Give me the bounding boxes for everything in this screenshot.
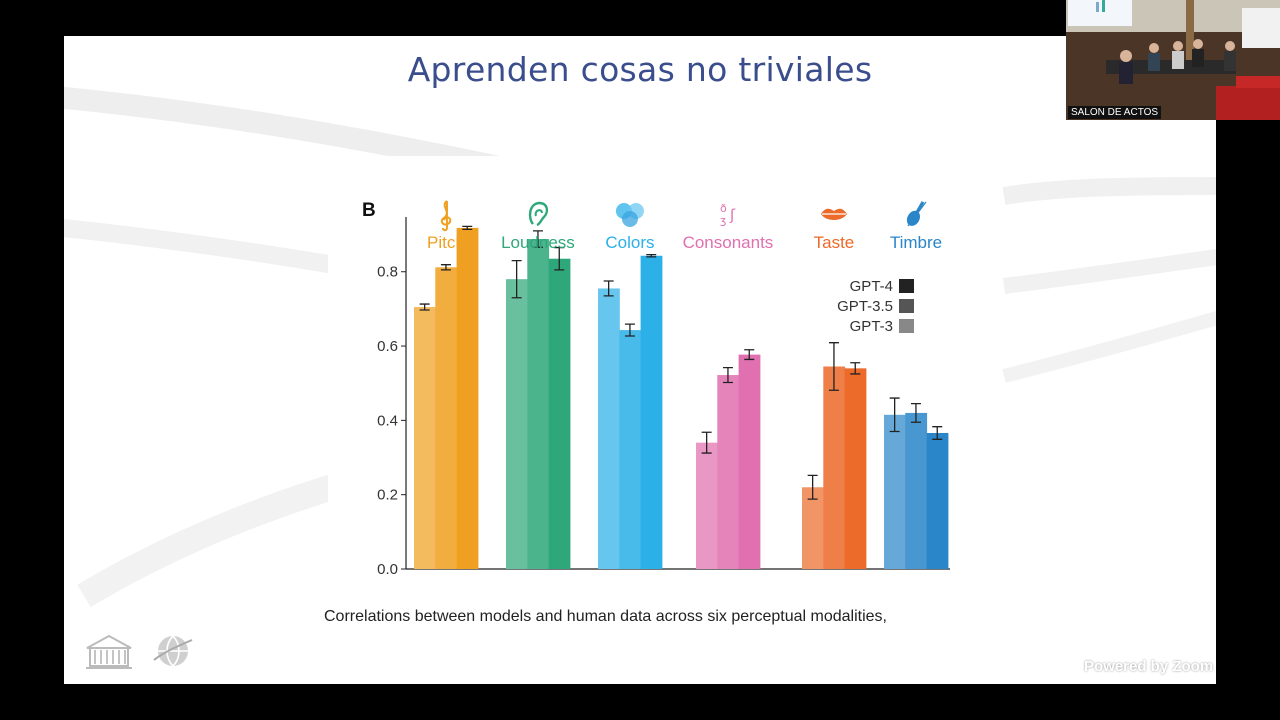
svg-text:ð: ð (720, 202, 727, 215)
violin-icon (906, 201, 927, 227)
error-bar (462, 225, 473, 231)
university-building-logo (86, 634, 132, 669)
bar-pitch-gpt-4 (456, 227, 479, 569)
bar-loudness-gpt-4 (548, 258, 571, 569)
error-bar (828, 342, 839, 391)
bar-loudness-gpt-35 (527, 239, 550, 569)
bar-pitch-gpt-35 (435, 267, 458, 569)
error-bar (910, 402, 921, 423)
error-bar (419, 303, 430, 311)
legend-entry-gpt-4: GPT-4 (850, 278, 893, 295)
y-tick-label: 0.6 (377, 338, 398, 355)
error-bar (850, 362, 861, 375)
ear-icon (528, 201, 549, 227)
error-bar (440, 264, 451, 271)
bar-colors-gpt-4 (640, 255, 663, 569)
error-bar (603, 280, 614, 297)
category-label-loudness: Loudness (501, 233, 575, 252)
lips-icon (820, 208, 847, 220)
category-label-colors: Colors (605, 233, 654, 252)
slide-title: Aprenden cosas no triviales (407, 50, 873, 89)
bar-timbre-gpt-3 (884, 414, 906, 569)
error-bar (889, 397, 900, 433)
bar-timbre-gpt-35 (905, 412, 928, 569)
bar-colors-gpt-35 (619, 330, 642, 569)
perceptual-correlation-chart: 0.0 0.2 0.4 0.6 0.8 B Pitch Loudness Colors Conso… (328, 156, 998, 636)
bar-consonants-gpt-4 (738, 354, 761, 569)
error-bar (701, 431, 712, 454)
svg-text:ʒ: ʒ (720, 214, 726, 227)
error-bar (532, 230, 543, 248)
category-label-timbre: Timbre (890, 233, 942, 252)
y-tick-label: 0.2 (377, 487, 398, 504)
error-bar (932, 426, 943, 440)
panel-label: B (362, 200, 376, 221)
bar-consonants-gpt-35 (717, 375, 740, 569)
legend-swatch (899, 319, 914, 333)
error-bar (511, 259, 522, 299)
category-label-taste: Taste (814, 233, 855, 252)
bar-pitch-gpt-3 (414, 307, 436, 569)
category-label-consonants: Consonants (683, 233, 774, 252)
globe-logo (153, 635, 193, 667)
bar-taste-gpt-4 (844, 368, 867, 569)
treble-clef-icon (440, 200, 452, 232)
figure-caption: Correlations between models and human da… (324, 608, 887, 625)
svg-text:ʃ: ʃ (729, 206, 736, 224)
y-tick-label: 0.0 (377, 561, 398, 578)
y-tick-label: 0.4 (377, 412, 398, 429)
bar-consonants-gpt-3 (696, 442, 718, 569)
error-bar (624, 323, 635, 337)
ipa-symbols-icon: ðʒ ʃ (720, 202, 736, 227)
bar-taste-gpt-3 (802, 487, 824, 569)
webcam-room-label: SALON DE ACTOS (1068, 106, 1162, 119)
error-bar (807, 474, 818, 500)
error-bar (722, 366, 733, 384)
error-bar (744, 349, 755, 361)
legend-entry-gpt-35: GPT-3.5 (837, 298, 893, 315)
legend-swatch (899, 279, 914, 293)
y-tick-label: 0.8 (377, 264, 398, 281)
bar-colors-gpt-3 (598, 288, 620, 569)
webcam-scene (1066, 0, 1280, 120)
bar-loudness-gpt-3 (506, 279, 528, 569)
zoom-watermark: Powered by Zoom (1084, 658, 1214, 675)
error-bar (646, 253, 657, 258)
legend-entry-gpt-3: GPT-3 (850, 318, 893, 335)
presentation-slide: Aprenden cosas no triviales 0.0 0.2 0.4 0.6… (64, 36, 1216, 684)
color-blob-icon (615, 203, 644, 227)
legend-swatch (899, 299, 914, 313)
error-bar (554, 246, 565, 271)
bar-timbre-gpt-4 (926, 433, 949, 569)
chart-canvas: 0.0 0.2 0.4 0.6 0.8 B Pitch Loudness Colors Conso… (362, 200, 950, 578)
bar-taste-gpt-35 (823, 366, 846, 569)
webcam-thumbnail[interactable]: SALON DE ACTOS (1066, 0, 1280, 120)
category-label-pitch: Pitch (427, 233, 465, 252)
